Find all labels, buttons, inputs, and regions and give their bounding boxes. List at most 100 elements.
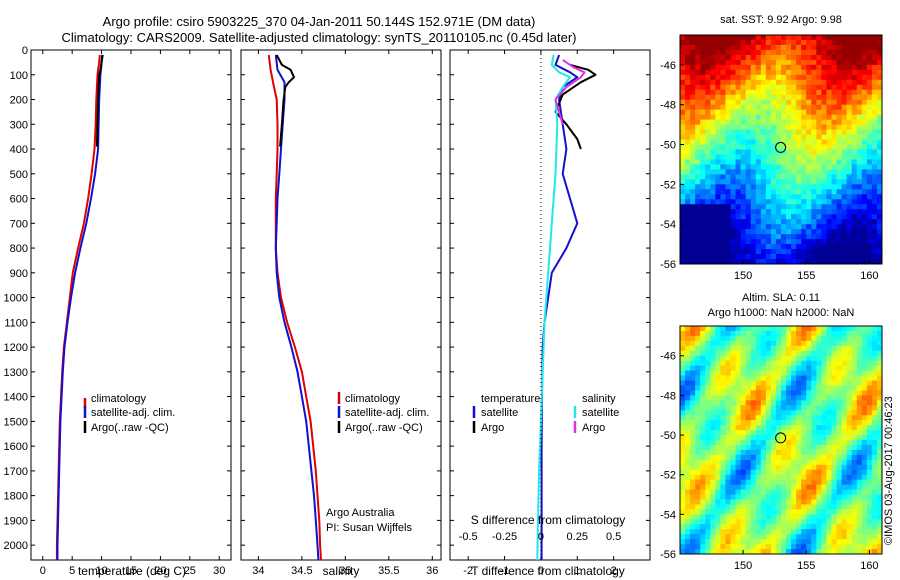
map-cell <box>821 504 827 510</box>
map-cell <box>871 39 878 46</box>
map-cell <box>851 244 858 250</box>
map-cell <box>861 415 868 421</box>
map-cell <box>871 69 878 76</box>
map-cell <box>791 410 797 416</box>
map-cell <box>861 189 868 195</box>
map-cell <box>841 104 848 111</box>
map-cell <box>700 189 706 195</box>
map-cell <box>876 405 882 411</box>
map-cell <box>836 440 843 446</box>
argo-position-marker <box>775 141 787 153</box>
map-cell <box>866 144 873 150</box>
map-cell <box>871 224 878 230</box>
map-cell <box>695 214 701 220</box>
map-cell <box>690 39 696 46</box>
map-cell <box>730 134 737 141</box>
map-cell <box>841 229 848 235</box>
map-cell <box>786 355 792 362</box>
map-cell <box>821 64 827 71</box>
map-cell <box>740 405 747 411</box>
depth-tick-label: 1300 <box>4 367 28 379</box>
map-cell <box>791 84 797 91</box>
depth-tick-label: 200 <box>10 95 28 107</box>
map-cell <box>831 229 838 235</box>
map-cell <box>710 124 716 131</box>
map-cell <box>715 229 721 235</box>
map-cell <box>715 326 721 332</box>
map-cell <box>685 104 691 111</box>
map-cell <box>730 405 737 411</box>
map-cell <box>876 489 882 496</box>
map-cell <box>755 104 762 111</box>
map-cell <box>806 355 812 362</box>
map-cell <box>695 174 701 180</box>
map-cell <box>826 504 832 510</box>
map-cell <box>700 119 706 126</box>
map-cell <box>796 370 802 377</box>
map-cell <box>831 49 838 56</box>
map-cell <box>730 214 737 220</box>
map-cell <box>796 189 802 195</box>
map-cell <box>700 249 706 255</box>
map-cell <box>705 189 711 195</box>
map-cell <box>725 159 731 165</box>
map-cell <box>821 239 827 245</box>
map-cell <box>856 444 863 451</box>
map-cell <box>760 355 767 362</box>
map-cell <box>710 139 716 146</box>
map-cell <box>760 326 767 332</box>
map-cell <box>765 405 772 411</box>
map-cell <box>735 509 742 515</box>
map-cell <box>745 425 752 431</box>
map-cell <box>740 59 747 66</box>
map-cell <box>725 44 731 51</box>
map-cell <box>856 509 863 515</box>
map-cell <box>720 84 726 91</box>
map-cell <box>690 544 696 550</box>
map-cell <box>841 244 848 250</box>
map-cell <box>821 534 827 540</box>
map-cell <box>811 194 817 200</box>
map-cell <box>781 234 787 240</box>
map-cell <box>841 415 848 421</box>
map-cell <box>725 484 731 491</box>
map-cell <box>680 104 686 111</box>
map-cell <box>760 49 767 56</box>
map-cell <box>765 420 772 426</box>
map-cell <box>871 360 878 367</box>
map-cell <box>700 494 706 500</box>
map-cell <box>725 330 731 337</box>
map-cell <box>856 390 863 396</box>
map-cell <box>876 229 882 235</box>
map-cell <box>715 59 721 66</box>
map-cell <box>786 395 792 401</box>
map-cell <box>730 494 737 500</box>
map-cell <box>680 184 686 190</box>
map-cell <box>695 149 701 155</box>
map-cell <box>826 370 832 377</box>
map-cell <box>876 459 882 466</box>
map-cell <box>871 345 878 352</box>
map-cell <box>715 405 721 411</box>
map-cell <box>755 54 762 61</box>
map-cell <box>690 340 696 347</box>
map-cell <box>866 174 873 180</box>
map-cell <box>856 179 863 185</box>
map-cell <box>735 425 742 431</box>
map-cell <box>770 350 777 357</box>
map-cell <box>861 129 868 136</box>
map-cell <box>786 184 792 190</box>
salinity-axes <box>240 49 442 561</box>
map-cell <box>871 84 878 91</box>
map-cell <box>866 415 873 421</box>
map-cell <box>826 360 832 367</box>
map-cell <box>791 499 797 505</box>
map-cell <box>690 149 696 155</box>
map-cell <box>720 454 726 461</box>
map-cell <box>725 229 731 235</box>
map-cell <box>760 154 767 160</box>
map-cell <box>806 149 812 155</box>
map-cell <box>851 149 858 155</box>
map-cell <box>745 326 752 332</box>
map-cell <box>816 239 822 245</box>
